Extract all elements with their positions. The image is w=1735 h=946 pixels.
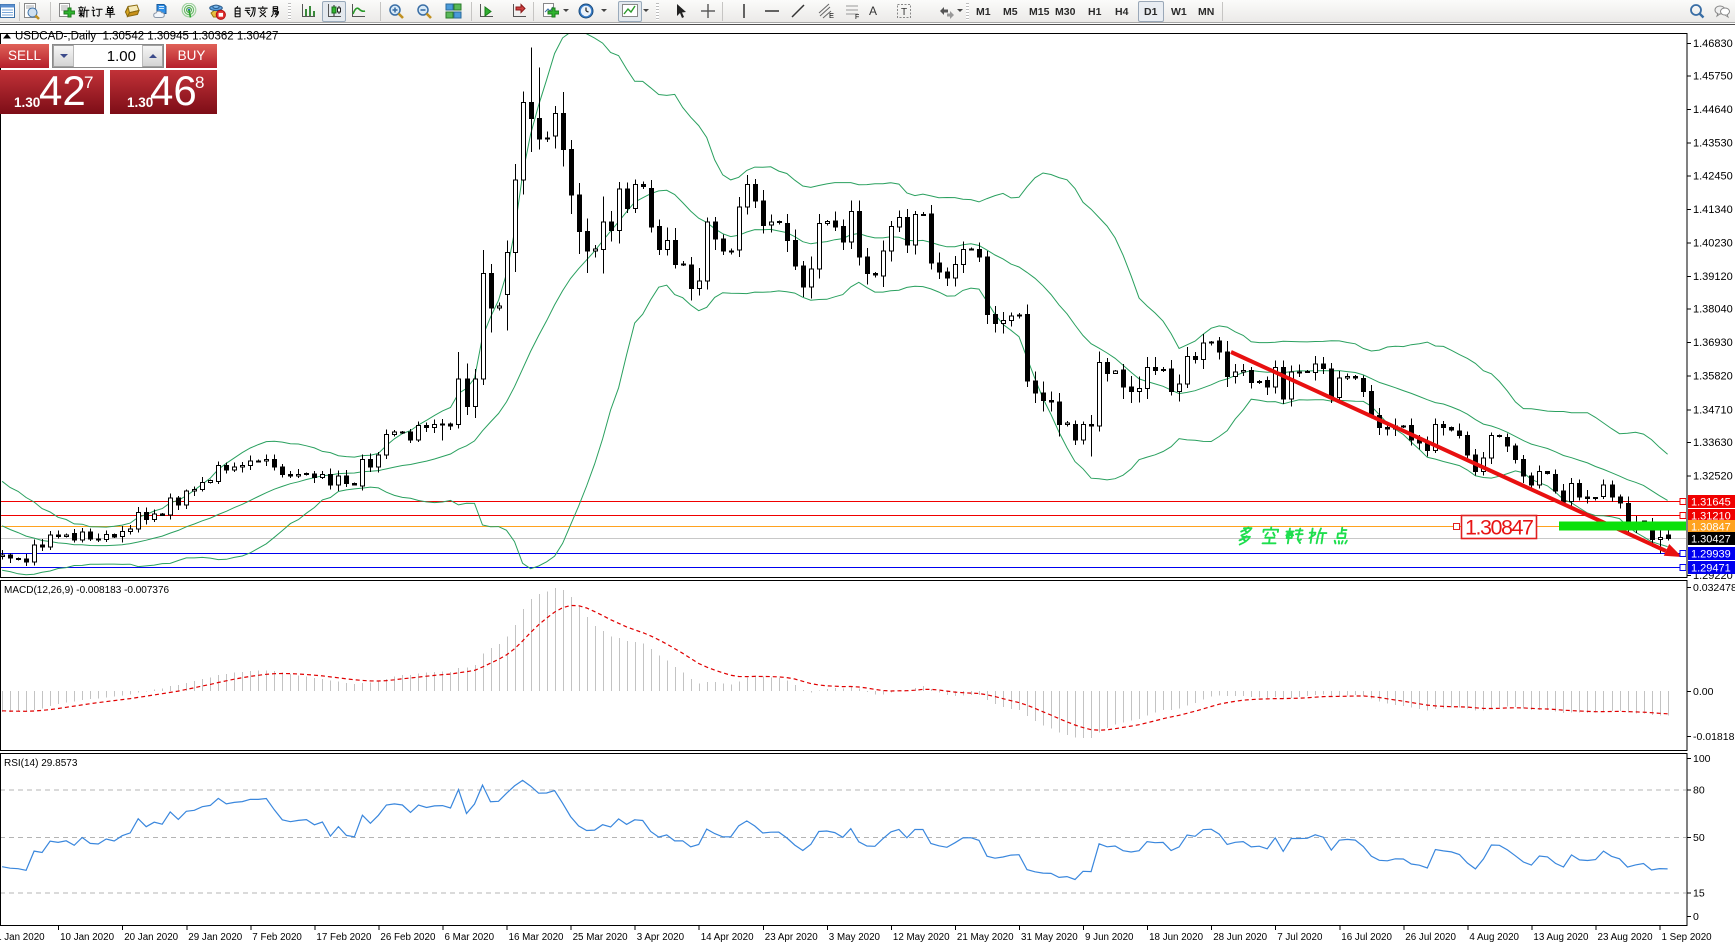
svg-text:31 May 2020: 31 May 2020 xyxy=(1021,932,1078,943)
svg-text:1.35820: 1.35820 xyxy=(1693,371,1733,383)
svg-text:29 Jan 2020: 29 Jan 2020 xyxy=(188,932,242,943)
svg-text:1.30847: 1.30847 xyxy=(1691,522,1731,534)
svg-text:7 Feb 2020: 7 Feb 2020 xyxy=(252,932,302,943)
svg-text:0.00: 0.00 xyxy=(1693,686,1714,698)
svg-text:-0.018182: -0.018182 xyxy=(1693,731,1735,743)
svg-text:1.30427: 1.30427 xyxy=(1691,534,1731,546)
svg-text:3 May 2020: 3 May 2020 xyxy=(829,932,881,943)
svg-text:1.42450: 1.42450 xyxy=(1693,170,1733,182)
svg-text:15: 15 xyxy=(1693,887,1705,899)
svg-text:1.40230: 1.40230 xyxy=(1693,238,1733,250)
svg-text:1.31210: 1.31210 xyxy=(1691,511,1731,523)
svg-text:23 Aug 2020: 23 Aug 2020 xyxy=(1598,932,1654,943)
svg-text:26 Jul 2020: 26 Jul 2020 xyxy=(1405,932,1456,943)
svg-text:1.34710: 1.34710 xyxy=(1693,404,1733,416)
svg-text:14 Apr 2020: 14 Apr 2020 xyxy=(701,932,754,943)
svg-text:1.44640: 1.44640 xyxy=(1693,104,1733,116)
svg-text:1 Jan 2020: 1 Jan 2020 xyxy=(0,932,45,943)
svg-text:21 May 2020: 21 May 2020 xyxy=(957,932,1014,943)
svg-text:4 Aug 2020: 4 Aug 2020 xyxy=(1469,932,1519,943)
svg-text:16 Mar 2020: 16 Mar 2020 xyxy=(509,932,565,943)
svg-text:1.31645: 1.31645 xyxy=(1691,497,1731,509)
svg-text:6 Mar 2020: 6 Mar 2020 xyxy=(445,932,495,943)
svg-text:17 Feb 2020: 17 Feb 2020 xyxy=(316,932,372,943)
svg-text:USDCAD-,Daily 1.30542 1.30945: USDCAD-,Daily 1.30542 1.30945 1.30362 1.… xyxy=(15,31,278,43)
svg-text:1.43530: 1.43530 xyxy=(1693,138,1733,150)
svg-text:1.46830: 1.46830 xyxy=(1693,38,1733,50)
svg-text:1.45750: 1.45750 xyxy=(1693,71,1733,83)
svg-text:1.33630: 1.33630 xyxy=(1693,437,1733,449)
svg-text:10 Jan 2020: 10 Jan 2020 xyxy=(60,932,114,943)
svg-text:0: 0 xyxy=(1693,911,1699,923)
svg-text:20 Jan 2020: 20 Jan 2020 xyxy=(124,932,178,943)
svg-text:28 Jun 2020: 28 Jun 2020 xyxy=(1213,932,1267,943)
svg-text:1.36930: 1.36930 xyxy=(1693,337,1733,349)
svg-text:1.32520: 1.32520 xyxy=(1693,471,1733,483)
svg-text:F: F xyxy=(855,14,859,20)
svg-text:13 Aug 2020: 13 Aug 2020 xyxy=(1533,932,1589,943)
svg-text:1.29939: 1.29939 xyxy=(1691,549,1731,561)
svg-text:18 Jun 2020: 18 Jun 2020 xyxy=(1149,932,1203,943)
svg-text:3 Apr 2020: 3 Apr 2020 xyxy=(637,932,685,943)
svg-text:7 Jul 2020: 7 Jul 2020 xyxy=(1277,932,1323,943)
svg-text:1 Sep 2020: 1 Sep 2020 xyxy=(1662,932,1713,943)
svg-text:100: 100 xyxy=(1693,753,1711,765)
svg-text:0.032478: 0.032478 xyxy=(1693,582,1735,594)
svg-text:80: 80 xyxy=(1693,785,1705,797)
svg-text:26 Feb 2020: 26 Feb 2020 xyxy=(380,932,436,943)
svg-text:1.38040: 1.38040 xyxy=(1693,304,1733,316)
svg-text:RSI(14) 29.8573: RSI(14) 29.8573 xyxy=(4,758,78,769)
svg-text:MACD(12,26,9) -0.008183 -0.007: MACD(12,26,9) -0.008183 -0.007376 xyxy=(4,585,170,596)
svg-text:25 Mar 2020: 25 Mar 2020 xyxy=(573,932,629,943)
svg-text:1.29471: 1.29471 xyxy=(1691,563,1731,575)
svg-text:12 May 2020: 12 May 2020 xyxy=(893,932,950,943)
svg-text:9 Jun 2020: 9 Jun 2020 xyxy=(1085,932,1134,943)
svg-text:16 Jul 2020: 16 Jul 2020 xyxy=(1341,932,1392,943)
svg-text:50: 50 xyxy=(1693,832,1705,844)
svg-text:T: T xyxy=(901,7,907,18)
svg-text:1.39120: 1.39120 xyxy=(1693,271,1733,283)
svg-text:1.30847: 1.30847 xyxy=(1465,516,1534,540)
svg-text:E: E xyxy=(829,11,834,20)
svg-text:23 Apr 2020: 23 Apr 2020 xyxy=(765,932,818,943)
svg-text:1.41340: 1.41340 xyxy=(1693,204,1733,216)
